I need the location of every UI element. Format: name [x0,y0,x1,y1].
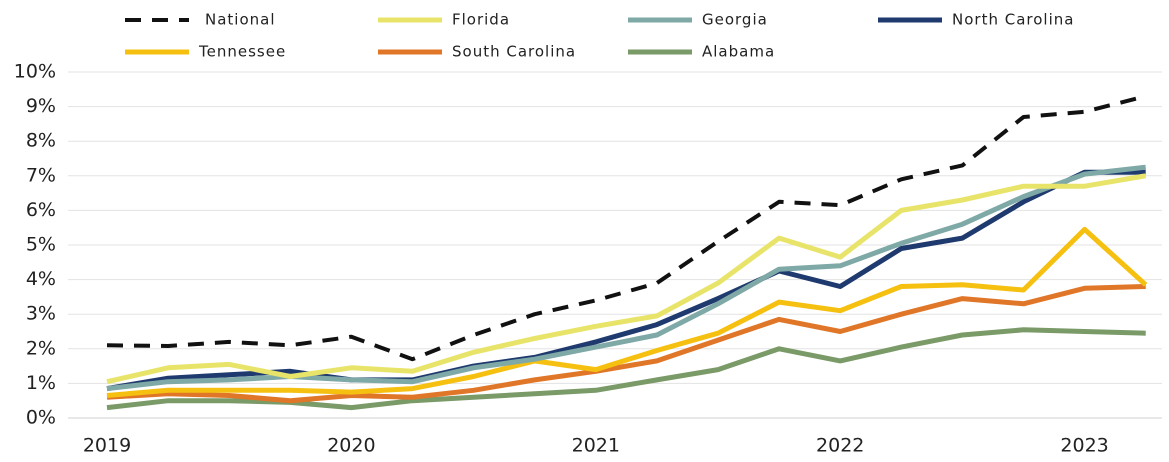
series-line [106,169,1146,392]
y-tick-label: 1% [26,372,56,394]
x-tick-label: 2021 [572,435,620,457]
x-tick-label: 2020 [327,435,375,457]
legend-label: South Carolina [452,43,576,61]
legend-label: Florida [452,11,510,29]
series-line [106,173,1147,385]
legend-label: North Carolina [952,11,1074,29]
y-tick-label: 2% [26,337,56,359]
y-tick-label: 0% [26,407,56,429]
x-tick-label: 2019 [83,435,131,457]
y-tick-label: 4% [26,268,56,290]
y-tick-label: 9% [26,95,56,117]
x-tick-label: 2022 [816,435,864,457]
series-line [106,284,1146,404]
x-tick-label: 2023 [1060,435,1108,457]
y-tick-label: 5% [26,234,56,256]
legend-label: Tennessee [198,43,286,61]
series-line [106,226,1148,398]
y-tick-label: 7% [26,164,56,186]
series-line [106,164,1146,392]
legend-label: National [205,11,276,29]
y-tick-label: 8% [26,130,56,152]
legend-label: Alabama [702,43,775,61]
y-tick-label: 3% [26,303,56,325]
legend-label: Georgia [702,11,768,29]
y-tick-label: 6% [26,199,56,221]
series-line [106,94,1147,362]
y-tick-label: 10% [14,61,56,83]
